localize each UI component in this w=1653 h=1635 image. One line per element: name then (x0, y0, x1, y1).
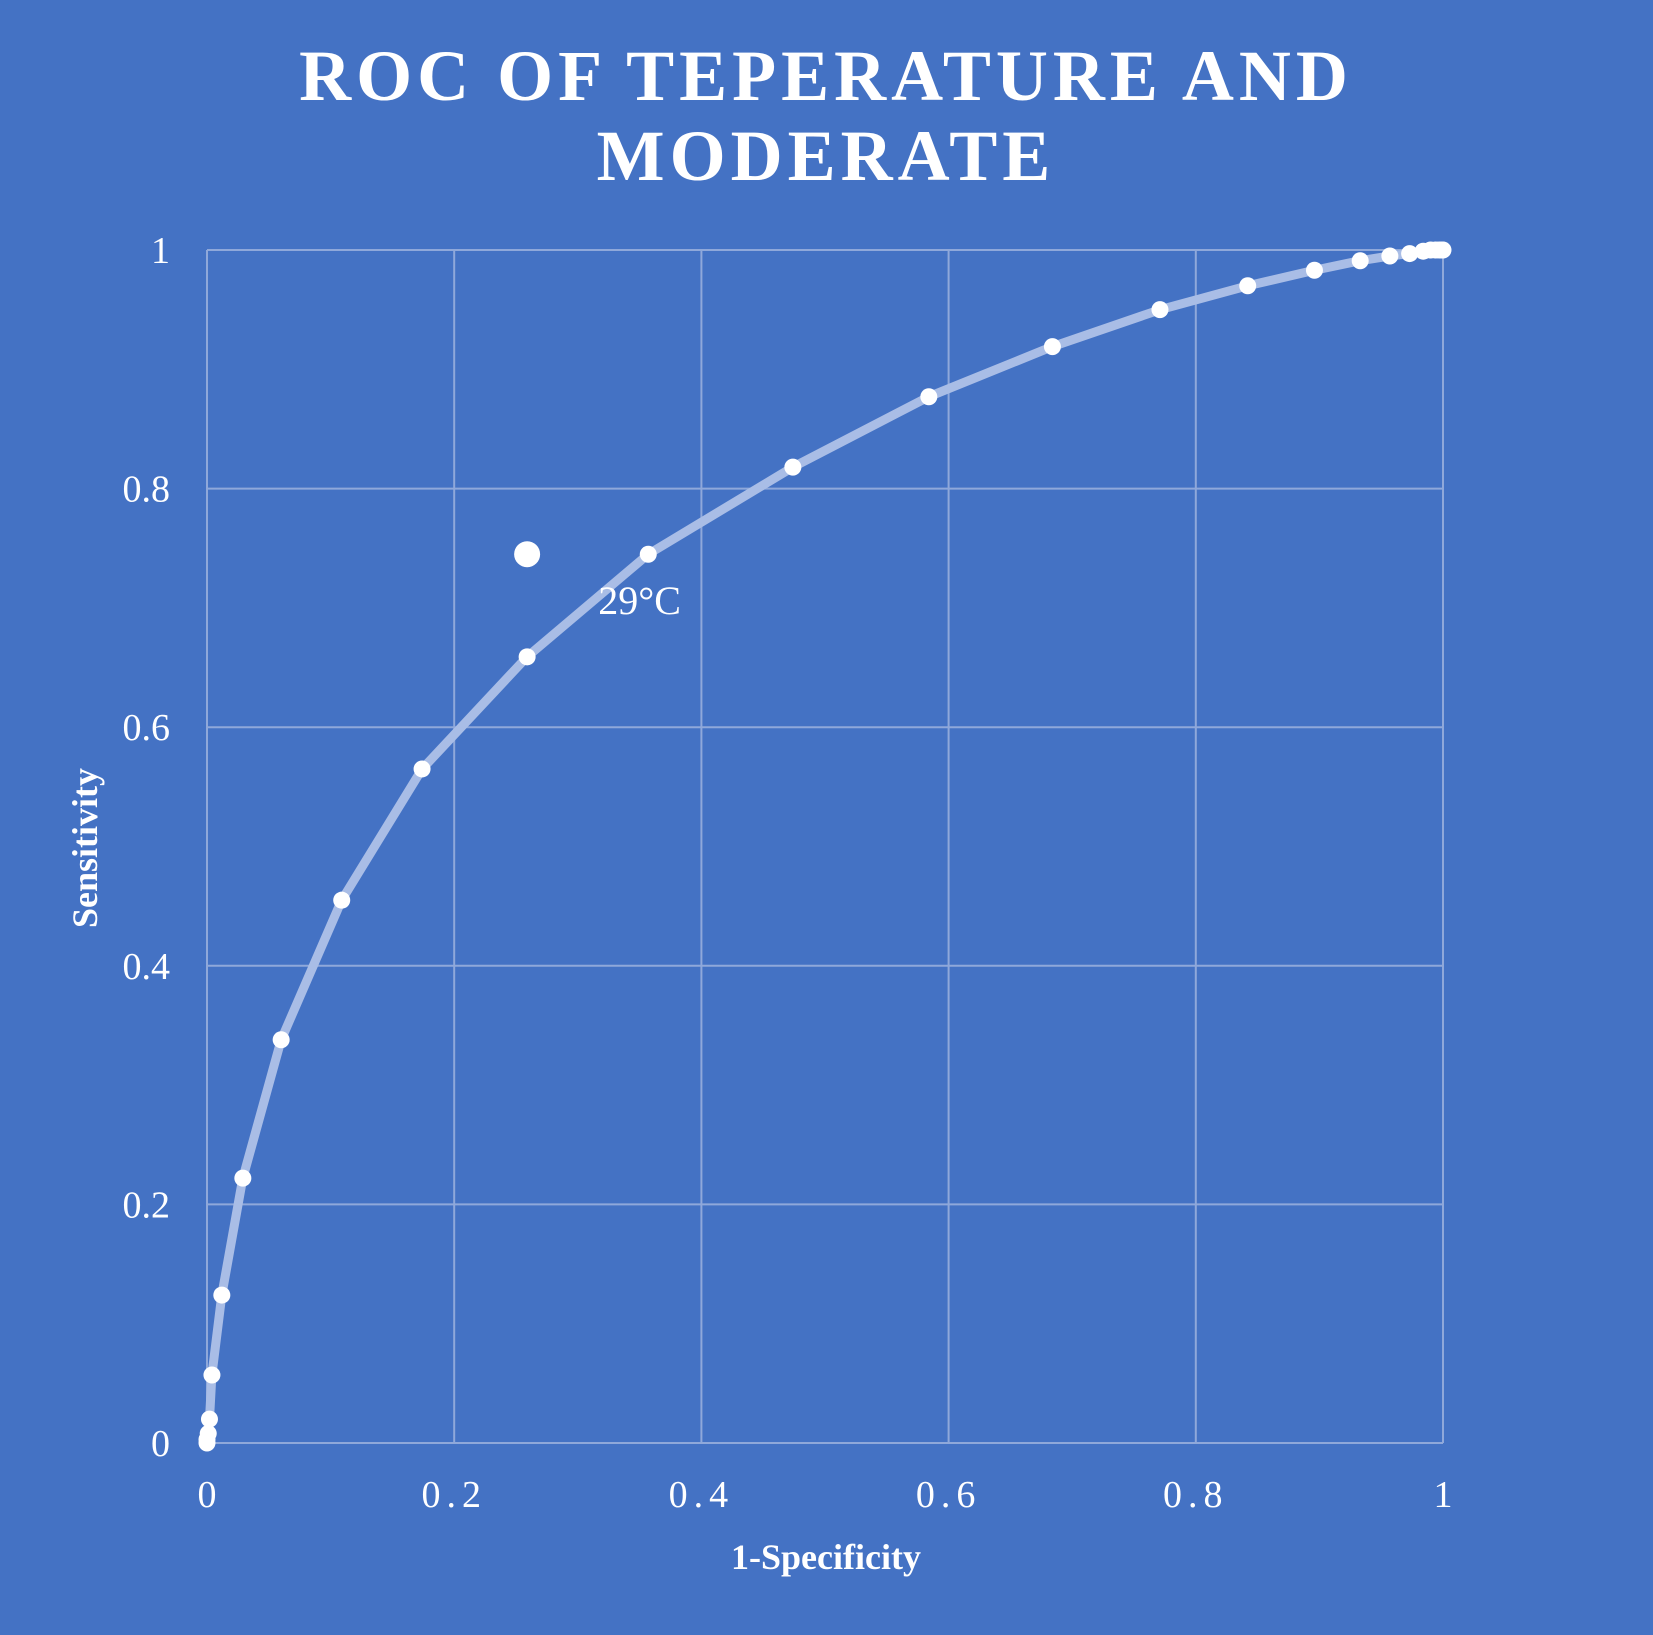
data-point (272, 1031, 290, 1049)
y-tick-label: 0.8 (123, 469, 171, 511)
data-point (639, 545, 657, 563)
data-point (234, 1169, 252, 1187)
gridlines (206, 249, 1444, 1444)
annotation-label: 29°C (598, 578, 681, 623)
data-point (1305, 261, 1323, 279)
data-point (1043, 338, 1061, 356)
x-tick-label: 0.2 (421, 1474, 487, 1516)
chart-title-line-1: ROC OF TEPERATURE AND (299, 36, 1353, 116)
chart-title-line-2: MODERATE (597, 116, 1056, 196)
x-tick-label: 0.4 (669, 1474, 735, 1516)
y-tick-label: 0.6 (123, 707, 171, 749)
x-tick-label: 1 (1434, 1474, 1453, 1516)
data-point (203, 1366, 221, 1384)
data-point (1401, 245, 1419, 263)
data-point (200, 1410, 218, 1428)
data-point (333, 891, 351, 909)
y-tick-label: 1 (151, 230, 170, 272)
plot-area: 29°C (198, 241, 1452, 1452)
x-tick-label: 0.8 (1163, 1474, 1229, 1516)
highlight-point (514, 541, 541, 568)
data-point (413, 760, 431, 778)
y-tick-label: 0.2 (123, 1184, 171, 1226)
y-tick-label: 0.4 (123, 946, 171, 988)
data-point (920, 388, 938, 406)
x-tick-label: 0 (198, 1474, 217, 1516)
x-tick-label: 0.6 (916, 1474, 982, 1516)
tick-labels: 0 0.2 0.4 0.6 0.8 1 0 0.2 0.4 0.6 0.8 1 (123, 230, 1453, 1516)
data-point (199, 1424, 217, 1442)
data-point (213, 1286, 231, 1304)
data-point (1239, 277, 1257, 295)
y-tick-label: 0 (151, 1423, 170, 1465)
data-point (1151, 301, 1169, 319)
data-point (1381, 247, 1399, 265)
data-point (1434, 241, 1452, 259)
x-axis-label: 1-Specificity (731, 1537, 921, 1577)
y-axis-label: Sensitivity (65, 768, 105, 928)
data-point (518, 648, 536, 666)
data-point (1351, 252, 1369, 270)
data-point (784, 458, 802, 476)
